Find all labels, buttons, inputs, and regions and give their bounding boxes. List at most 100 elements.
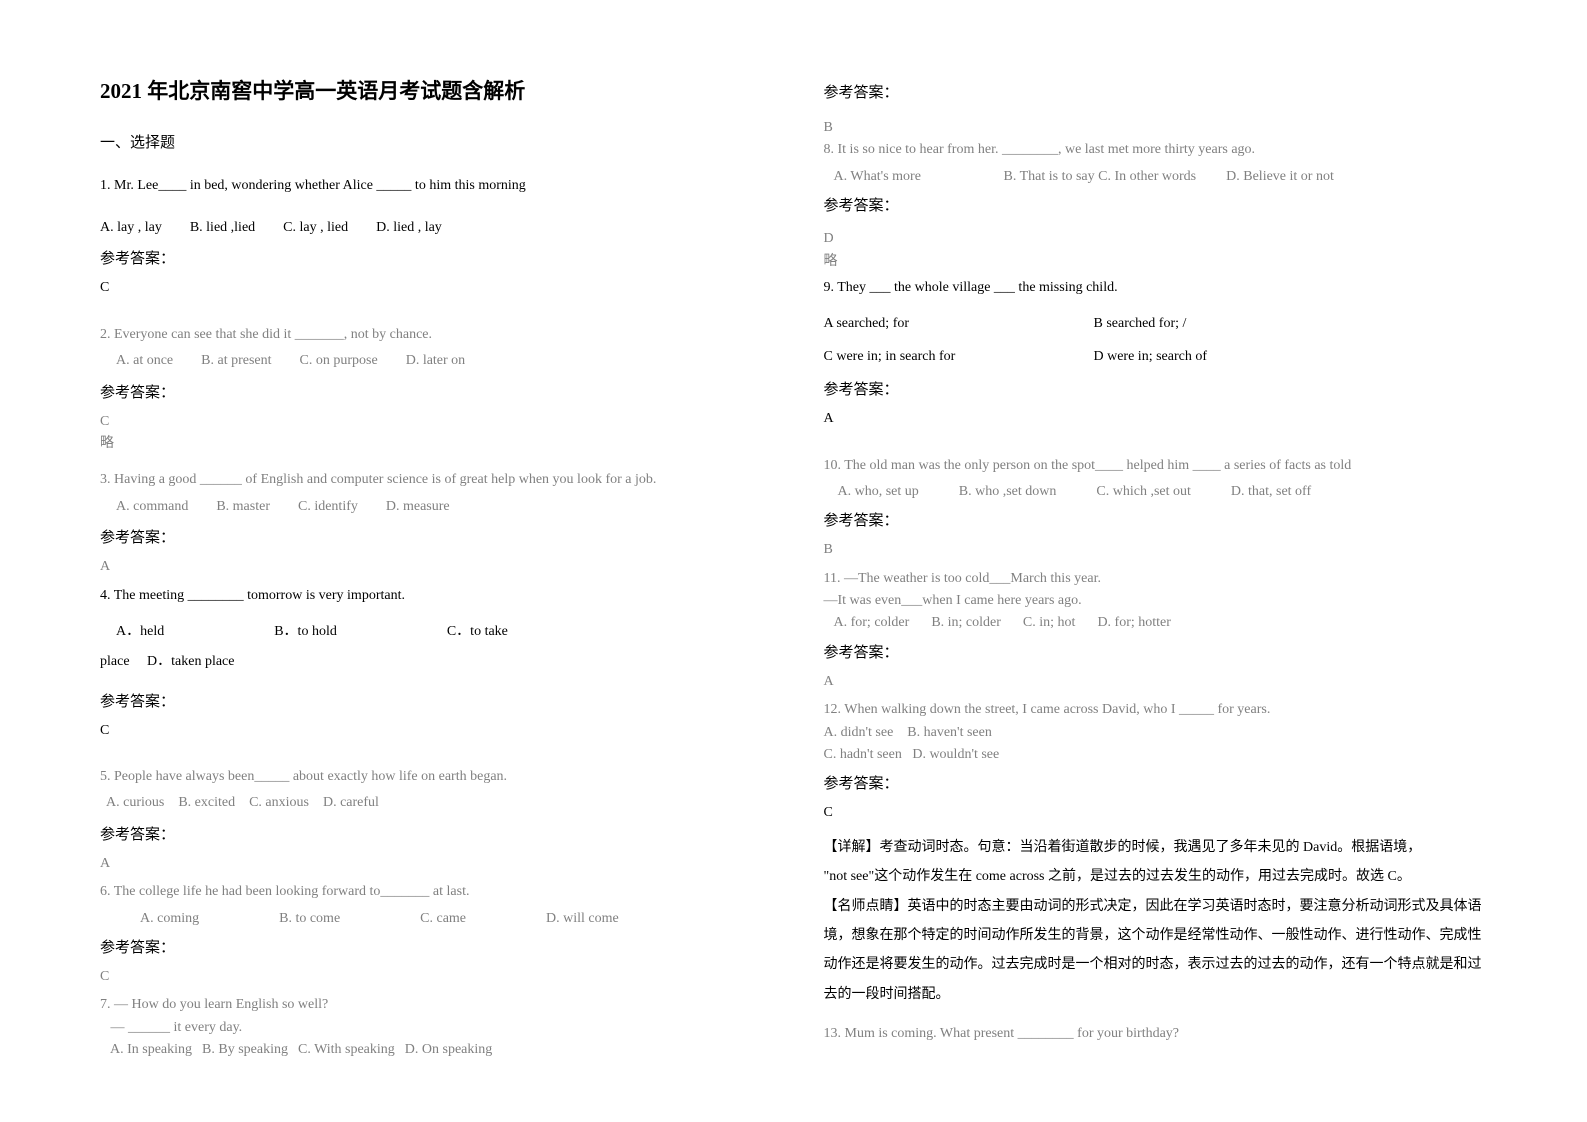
q8-text: 8. It is so nice to hear from her. _____… [824, 139, 1488, 161]
question-1: 1. Mr. Lee____ in bed, wondering whether… [100, 175, 764, 310]
question-7: 7. — How do you learn English so well? —… [100, 994, 764, 1069]
answer-label: 参考答案： [100, 526, 764, 550]
q7-opt-a: A. In speaking [110, 1039, 192, 1061]
q11-line2: —It was even___when I came here years ag… [824, 590, 1488, 612]
q11-line1: 11. —The weather is too cold___March thi… [824, 568, 1488, 590]
answer-label: 参考答案： [100, 690, 764, 714]
q1-opt-a: A. lay , lay [100, 217, 162, 239]
question-5: 5. People have always been_____ about ex… [100, 766, 764, 875]
q6-opt-b: B. to come [279, 908, 340, 930]
q8-opt-b: B. That is to say [1004, 166, 1095, 188]
q9-opt-b: B searched for; / [1094, 313, 1187, 335]
q6-text: 6. The college life he had been looking … [100, 881, 764, 903]
q2-opt-d: D. later on [406, 350, 465, 372]
question-4: 4. The meeting ________ tomorrow is very… [100, 585, 764, 753]
q4-options-row2: place D．taken place [100, 651, 764, 673]
q3-text: 3. Having a good ______ of English and c… [100, 469, 764, 491]
q9-answer: A [824, 408, 1488, 430]
left-column: 2021 年北京南窖中学高一英语月考试题含解析 一、选择题 1. Mr. Lee… [100, 75, 764, 1047]
q10-opt-a: A. who, set up [838, 481, 919, 503]
question-9: 9. They ___ the whole village ___ the mi… [824, 277, 1488, 441]
q11-opt-c: C. in; hot [1023, 612, 1076, 634]
q7-line2: — ______ it every day. [100, 1017, 764, 1039]
q1-opt-c: C. lay , lied [283, 217, 348, 239]
question-2: 2. Everyone can see that she did it ____… [100, 324, 764, 456]
q8-answer: D [824, 228, 1488, 250]
q3-answer: A [100, 556, 764, 578]
q4-opt-a: A．held [116, 621, 164, 643]
q1-opt-b: B. lied ,lied [190, 217, 255, 239]
q8-omit: 略 [824, 251, 1488, 273]
q12-answer: C [824, 802, 1488, 824]
q1-opt-d: D. lied , lay [376, 217, 442, 239]
q4-opt-b: B．to hold [274, 621, 337, 643]
q9-options-row2: C were in; in search for D were in; sear… [824, 346, 1488, 368]
q8-opt-d: D. Believe it or not [1226, 166, 1334, 188]
q10-text: 10. The old man was the only person on t… [824, 455, 1488, 477]
q12-opts-line2: C. hadn't seen D. wouldn't see [824, 744, 1488, 766]
q5-answer: A [100, 853, 764, 875]
q2-omit: 略 [100, 433, 764, 455]
q2-answer: C [100, 411, 764, 433]
q6-opt-c: C. came [420, 908, 466, 930]
q10-options: A. who, set up B. who ,set down C. which… [824, 481, 1488, 503]
q7-opt-b: B. By speaking [202, 1039, 288, 1061]
q3-options: A. command B. master C. identify D. meas… [100, 496, 764, 518]
q8-opt-a: A. What's more [834, 166, 1004, 188]
answer-label: 参考答案： [824, 378, 1488, 402]
q9-options-row1: A searched; for B searched for; / [824, 313, 1488, 335]
q10-answer: B [824, 539, 1488, 561]
answer-label: 参考答案： [824, 194, 1488, 218]
q11-opt-a: A. for; colder [834, 612, 910, 634]
q9-opt-c: C were in; in search for [824, 346, 1004, 368]
question-10: 10. The old man was the only person on t… [824, 455, 1488, 562]
q1-options: A. lay , lay B. lied ,lied C. lay , lied… [100, 217, 764, 239]
q4-text: 4. The meeting ________ tomorrow is very… [100, 585, 764, 607]
q2-opt-b: B. at present [201, 350, 271, 372]
q3-opt-a: A. command [116, 496, 188, 518]
question-13: 13. Mum is coming. What present ________… [824, 1023, 1488, 1045]
q6-options: A. coming B. to come C. came D. will com… [100, 908, 764, 930]
question-11: 11. —The weather is too cold___March thi… [824, 568, 1488, 694]
q11-opt-d: D. for; hotter [1097, 612, 1170, 634]
q6-answer: C [100, 966, 764, 988]
q11-opt-b: B. in; colder [931, 612, 1001, 634]
q6-opt-d: D. will come [546, 908, 619, 930]
q3-opt-b: B. master [216, 496, 270, 518]
answer-label: 参考答案： [100, 936, 764, 960]
q2-options: A. at once B. at present C. on purpose D… [100, 350, 764, 372]
q1-answer: C [100, 277, 764, 299]
q7-answer: B [824, 117, 1488, 139]
q3-opt-d: D. measure [386, 496, 450, 518]
q4-opt-c: C．to take [447, 621, 508, 643]
answer-label: 参考答案： [824, 641, 1488, 665]
answer-label: 参考答案： [100, 823, 764, 847]
q5-opt-d: D. careful [323, 792, 379, 814]
q2-opt-c: C. on purpose [300, 350, 378, 372]
q9-opt-d: D were in; search of [1094, 346, 1208, 368]
q12-explanation: 【详解】考查动词时态。句意：当沿着街道散步的时候，我遇见了多年未见的 David… [824, 833, 1488, 1009]
answer-label: 参考答案： [824, 509, 1488, 533]
right-column: 参考答案： B 8. It is so nice to hear from he… [824, 75, 1488, 1047]
q12-text: 12. When walking down the street, I came… [824, 699, 1488, 721]
q9-text: 9. They ___ the whole village ___ the mi… [824, 277, 1488, 299]
question-3: 3. Having a good ______ of English and c… [100, 469, 764, 578]
q12-opts-line1: A. didn't see B. haven't seen [824, 722, 1488, 744]
q4-options-row1: A．held B．to hold C．to take [100, 621, 764, 643]
q10-opt-b: B. who ,set down [959, 481, 1057, 503]
q5-options: A. curious B. excited C. anxious D. care… [100, 792, 764, 814]
q6-opt-a: A. coming [140, 908, 199, 930]
q9-opt-a: A searched; for [824, 313, 1004, 335]
q8-opt-c: C. In other words [1098, 166, 1196, 188]
q7-opt-d: D. On speaking [405, 1039, 493, 1061]
q11-options: A. for; colder B. in; colder C. in; hot … [824, 612, 1488, 634]
q7-opt-c: C. With speaking [298, 1039, 395, 1061]
section-header: 一、选择题 [100, 131, 764, 155]
q7-options: A. In speaking B. By speaking C. With sp… [100, 1039, 764, 1061]
answer-label: 参考答案： [100, 247, 764, 271]
q2-text: 2. Everyone can see that she did it ____… [100, 324, 764, 346]
q7-line1: 7. — How do you learn English so well? [100, 994, 764, 1016]
q11-answer: A [824, 671, 1488, 693]
q3-opt-c: C. identify [298, 496, 358, 518]
q5-text: 5. People have always been_____ about ex… [100, 766, 764, 788]
